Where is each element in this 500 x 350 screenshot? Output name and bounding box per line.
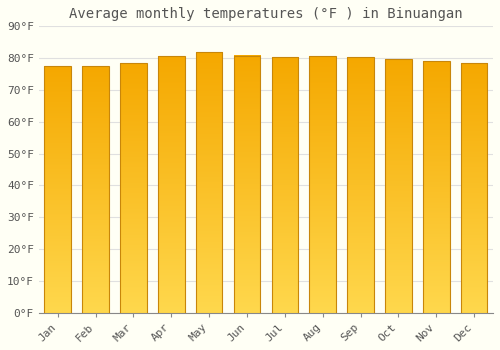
Bar <box>385 59 411 313</box>
Bar <box>234 56 260 313</box>
Bar <box>196 52 222 313</box>
Bar <box>310 56 336 313</box>
Title: Average monthly temperatures (°F ) in Binuangan: Average monthly temperatures (°F ) in Bi… <box>69 7 462 21</box>
Bar <box>272 57 298 313</box>
Bar <box>120 63 146 313</box>
Bar <box>461 63 487 313</box>
Bar <box>44 66 71 313</box>
Bar <box>158 56 184 313</box>
Bar <box>82 66 109 313</box>
Bar <box>348 57 374 313</box>
Bar <box>423 61 450 313</box>
